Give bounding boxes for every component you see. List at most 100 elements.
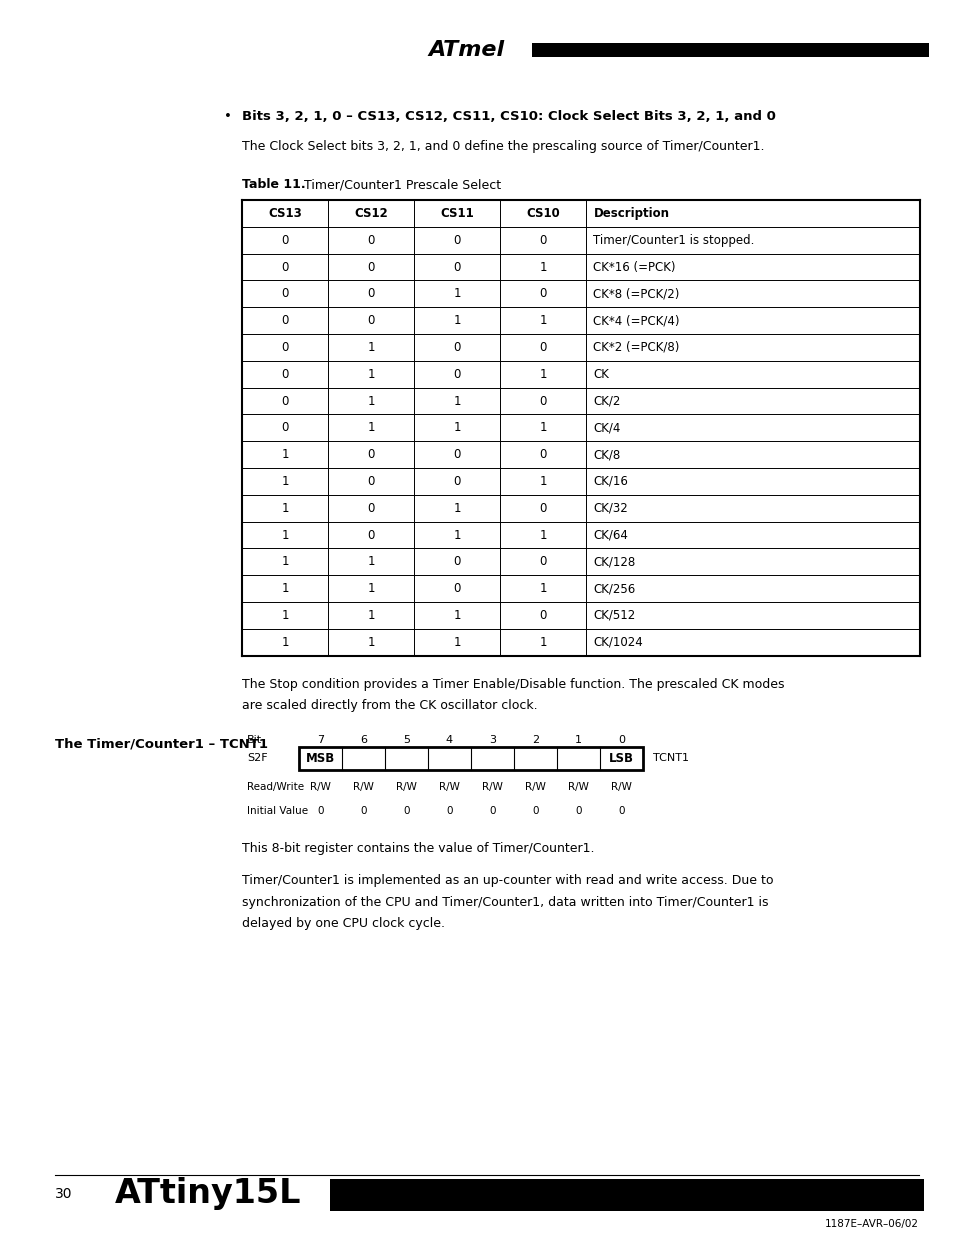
Text: 1: 1: [367, 394, 375, 408]
Text: 1: 1: [281, 609, 289, 622]
Text: 0: 0: [539, 556, 546, 568]
Text: 0: 0: [453, 582, 460, 595]
Text: 3: 3: [489, 735, 496, 745]
Text: 1187E–AVR–06/02: 1187E–AVR–06/02: [824, 1219, 918, 1229]
Text: 0: 0: [367, 475, 375, 488]
Text: R/W: R/W: [438, 782, 459, 792]
Text: 0: 0: [539, 394, 546, 408]
Text: 0: 0: [539, 501, 546, 515]
Text: R/W: R/W: [524, 782, 545, 792]
Text: 0: 0: [453, 448, 460, 461]
Text: CK/512: CK/512: [593, 609, 635, 622]
Text: The Stop condition provides a Timer Enable/Disable function. The prescaled CK mo: The Stop condition provides a Timer Enab…: [242, 678, 783, 690]
Text: 1: 1: [453, 609, 460, 622]
Text: R/W: R/W: [611, 782, 631, 792]
Text: 0: 0: [453, 368, 460, 380]
Text: 0: 0: [453, 341, 460, 354]
Text: 0: 0: [618, 735, 624, 745]
Text: 0: 0: [532, 806, 538, 816]
Text: 1: 1: [539, 314, 547, 327]
Text: delayed by one CPU clock cycle.: delayed by one CPU clock cycle.: [242, 918, 444, 930]
Text: 1: 1: [367, 421, 375, 435]
Text: 0: 0: [367, 529, 375, 541]
Text: Initial Value: Initial Value: [247, 806, 308, 816]
Text: CK/16: CK/16: [593, 475, 628, 488]
Text: 4: 4: [445, 735, 453, 745]
Text: CS11: CS11: [440, 207, 474, 220]
Text: 1: 1: [539, 368, 547, 380]
Text: 0: 0: [453, 233, 460, 247]
Text: 1: 1: [453, 421, 460, 435]
Bar: [242, 200, 919, 656]
Text: 1: 1: [367, 609, 375, 622]
Text: 0: 0: [360, 806, 366, 816]
Text: 0: 0: [539, 341, 546, 354]
Text: 0: 0: [367, 314, 375, 327]
Text: The Clock Select bits 3, 2, 1, and 0 define the prescaling source of Timer/Count: The Clock Select bits 3, 2, 1, and 0 def…: [242, 140, 763, 153]
Text: 1: 1: [539, 636, 547, 648]
Text: CK/64: CK/64: [593, 529, 628, 541]
Text: 1: 1: [539, 421, 547, 435]
Text: 1: 1: [281, 582, 289, 595]
Text: 6: 6: [359, 735, 367, 745]
Text: 0: 0: [539, 288, 546, 300]
Text: The Timer/Counter1 – TCNT1: The Timer/Counter1 – TCNT1: [55, 737, 268, 751]
Text: 1: 1: [281, 501, 289, 515]
Text: synchronization of the CPU and Timer/Counter1, data written into Timer/Counter1 : synchronization of the CPU and Timer/Cou…: [242, 895, 768, 909]
Text: Timer/Counter1 is implemented as an up-counter with read and write access. Due t: Timer/Counter1 is implemented as an up-c…: [242, 874, 773, 887]
Text: CK/2: CK/2: [593, 394, 620, 408]
Text: 0: 0: [317, 806, 323, 816]
Text: 0: 0: [453, 556, 460, 568]
Text: 0: 0: [539, 609, 546, 622]
Text: Timer/Counter1 is stopped.: Timer/Counter1 is stopped.: [593, 233, 754, 247]
Text: 0: 0: [575, 806, 581, 816]
Text: 0: 0: [539, 233, 546, 247]
Text: MSB: MSB: [306, 752, 335, 764]
Text: 1: 1: [453, 314, 460, 327]
Text: 1: 1: [281, 636, 289, 648]
Text: 1: 1: [453, 394, 460, 408]
Text: R/W: R/W: [395, 782, 416, 792]
Text: CK*2 (=PCK/8): CK*2 (=PCK/8): [593, 341, 679, 354]
Text: This 8-bit register contains the value of Timer/Counter1.: This 8-bit register contains the value o…: [242, 842, 594, 855]
Bar: [532, 43, 928, 57]
Text: CS12: CS12: [354, 207, 388, 220]
Text: 2: 2: [532, 735, 538, 745]
Text: 0: 0: [367, 261, 375, 273]
Text: 1: 1: [453, 636, 460, 648]
Text: 1: 1: [367, 368, 375, 380]
Text: 0: 0: [281, 341, 289, 354]
Bar: [298, 747, 642, 771]
Text: CK*16 (=PCK): CK*16 (=PCK): [593, 261, 676, 273]
Bar: [330, 1179, 923, 1212]
Text: 0: 0: [367, 448, 375, 461]
Text: 0: 0: [281, 421, 289, 435]
Text: 0: 0: [281, 394, 289, 408]
Text: 1: 1: [367, 341, 375, 354]
Text: 0: 0: [618, 806, 624, 816]
Text: 0: 0: [446, 806, 453, 816]
Text: 1: 1: [281, 529, 289, 541]
Text: CK/8: CK/8: [593, 448, 620, 461]
Text: 0: 0: [281, 261, 289, 273]
Text: 1: 1: [539, 582, 547, 595]
Text: CS13: CS13: [268, 207, 301, 220]
Text: 1: 1: [367, 582, 375, 595]
Text: 1: 1: [453, 501, 460, 515]
Text: R/W: R/W: [567, 782, 588, 792]
Text: Bit: Bit: [247, 735, 262, 745]
Text: 0: 0: [367, 233, 375, 247]
Text: R/W: R/W: [481, 782, 502, 792]
Text: 1: 1: [281, 448, 289, 461]
Text: 0: 0: [281, 288, 289, 300]
Text: Table 11.: Table 11.: [242, 178, 305, 191]
Text: 1: 1: [281, 475, 289, 488]
Text: 1: 1: [539, 261, 547, 273]
Text: 0: 0: [453, 261, 460, 273]
Text: 1: 1: [281, 556, 289, 568]
Text: CK/256: CK/256: [593, 582, 635, 595]
Text: 0: 0: [367, 501, 375, 515]
Text: 1: 1: [453, 529, 460, 541]
Text: are scaled directly from the CK oscillator clock.: are scaled directly from the CK oscillat…: [242, 699, 537, 713]
Text: Bits 3, 2, 1, 0 – CS13, CS12, CS11, CS10: Clock Select Bits 3, 2, 1, and 0: Bits 3, 2, 1, 0 – CS13, CS12, CS11, CS10…: [242, 110, 775, 124]
